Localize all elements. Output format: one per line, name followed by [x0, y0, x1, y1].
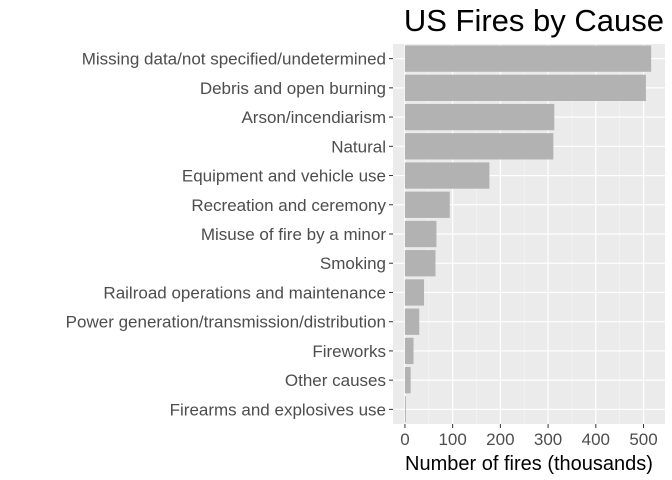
- x-tick-label: 500: [629, 430, 657, 449]
- y-tick-label: Other causes: [285, 371, 386, 390]
- x-tick-label: 300: [534, 430, 562, 449]
- x-tick-label: 0: [400, 430, 409, 449]
- x-tick-label: 100: [438, 430, 466, 449]
- bar: [404, 367, 411, 394]
- y-tick-label: Missing data/not specified/undetermined: [82, 50, 386, 69]
- bar: [404, 308, 420, 335]
- bar: [404, 162, 490, 189]
- y-tick-label: Fireworks: [312, 342, 386, 361]
- chart-title: US Fires by Cause: [404, 3, 664, 38]
- y-tick-label: Recreation and ceremony: [191, 196, 386, 215]
- bar: [404, 74, 646, 101]
- x-axis-title: Number of fires (thousands): [405, 453, 653, 475]
- y-tick-label: Debris and open burning: [200, 79, 386, 98]
- bar: [404, 279, 425, 306]
- y-tick-label: Smoking: [320, 254, 386, 273]
- bar: [404, 133, 554, 160]
- y-tick-label: Railroad operations and maintenance: [103, 283, 386, 302]
- y-tick-label: Natural: [331, 137, 386, 156]
- bars: [404, 45, 652, 423]
- y-tick-label: Arson/incendiarism: [241, 108, 386, 127]
- x-tick-label: 400: [582, 430, 610, 449]
- y-tick-label: Misuse of fire by a minor: [201, 225, 387, 244]
- y-axis: Missing data/not specified/undetermined D…: [66, 50, 393, 419]
- x-axis: 0 100 200 300 400 500: [400, 424, 658, 449]
- y-tick-label: Power generation/transmission/distributi…: [66, 313, 386, 332]
- bar: [404, 220, 437, 248]
- bar: [404, 45, 652, 72]
- bar: [404, 396, 406, 423]
- y-tick-label: Equipment and vehicle use: [182, 167, 386, 186]
- bar: [404, 250, 436, 277]
- bar: [404, 103, 555, 131]
- x-tick-label: 200: [486, 430, 514, 449]
- bar: [404, 191, 450, 218]
- bar: [404, 337, 414, 365]
- y-tick-label: Firearms and explosives use: [170, 400, 386, 419]
